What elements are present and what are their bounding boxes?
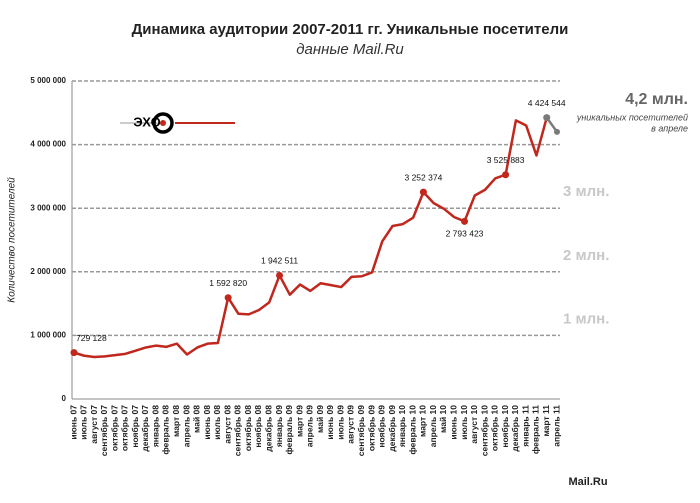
highlight-text: в апреле [651, 123, 688, 133]
x-tick-label: январь 10 [397, 405, 407, 447]
x-tick-label: сентябрь 08 [233, 405, 243, 456]
data-label: 3 252 374 [404, 172, 442, 182]
logo: ЭХО [120, 112, 235, 134]
x-tick-label: август 07 [89, 405, 99, 444]
x-tick-label: февраль 08 [161, 405, 171, 455]
x-tick-label: октябрь 07 [109, 405, 119, 451]
logo-ring [152, 112, 174, 134]
level-label: 2 млн. [563, 247, 609, 264]
data-point [554, 128, 560, 135]
footer: Mail.Ru [568, 476, 607, 488]
x-tick-label: апрель 11 [551, 405, 561, 447]
x-tick-label: ноябрь 08 [253, 405, 263, 448]
data-label: 3 525 883 [487, 155, 525, 165]
y-axis-label: Количество посетителей [7, 177, 18, 303]
x-tick-label: октябрь 09 [366, 405, 376, 451]
x-tick-label: март 08 [171, 405, 181, 437]
x-tick-label: июль 08 [212, 405, 222, 440]
x-tick-label: август 09 [346, 405, 356, 444]
data-point [276, 271, 284, 279]
data-label: 1 942 511 [261, 256, 298, 266]
y-tick-label: 2 000 000 [30, 267, 66, 276]
x-tick-label: декабрь 10 [510, 405, 520, 452]
x-tick-label: февраль 10 [407, 405, 417, 455]
data-point [461, 217, 469, 225]
x-tick-label: март 11 [541, 405, 551, 437]
x-tick-label: июнь 08 [202, 405, 212, 440]
x-tick-label: август 08 [222, 405, 232, 444]
x-tick-label: ноябрь 09 [377, 405, 387, 448]
x-tick-label: июнь 07 [68, 405, 78, 440]
x-tick-label: октябрь 10 [490, 405, 500, 451]
y-tick-label: 1 000 000 [30, 331, 66, 340]
data-point [419, 188, 427, 196]
x-tick-label: октябрь 08 [243, 405, 253, 451]
highlight-text: уникальных посетителей [576, 112, 688, 122]
data-point [543, 114, 551, 122]
data-line [73, 117, 548, 359]
highlight-value: 4,2 млн. [625, 91, 688, 108]
x-tick-label: июнь 09 [325, 405, 335, 440]
data-label: 1 592 820 [209, 278, 247, 288]
data-point [224, 294, 232, 302]
x-tick-label: апрель 10 [428, 405, 438, 447]
x-tick-label: май 08 [192, 405, 202, 433]
x-tick-label: июнь 10 [448, 405, 458, 440]
y-tick-label: 3 000 000 [30, 203, 66, 212]
x-tick-label: август 10 [469, 405, 479, 444]
x-tick-label: июль 07 [79, 405, 89, 440]
logo-text: ЭХО [133, 114, 160, 129]
x-tick-label: март 09 [294, 405, 304, 437]
x-tick-label: февраль 09 [284, 405, 294, 455]
x-tick-label: январь 11 [520, 405, 530, 447]
x-tick-label: сентябрь 07 [99, 405, 109, 456]
x-tick-label: январь 08 [150, 405, 160, 447]
y-tick-label: 0 [62, 394, 67, 403]
chart-title: Динамика аудитории 2007-2011 гг. Уникаль… [132, 21, 569, 38]
x-tick-label: июль 10 [459, 405, 469, 440]
level-label: 3 млн. [563, 183, 609, 200]
x-tick-label: март 10 [418, 405, 428, 437]
x-tick-label: июль 09 [335, 405, 345, 440]
y-tick-label: 4 000 000 [30, 140, 66, 149]
x-tick-label: январь 09 [274, 405, 284, 447]
logo-dot [160, 120, 166, 126]
x-tick-label: май 09 [315, 405, 325, 433]
level-label: 1 млн. [563, 310, 609, 327]
x-tick-label: апрель 09 [305, 405, 315, 447]
x-tick-label: ноябрь 07 [130, 405, 140, 448]
x-tick-label: май 10 [438, 405, 448, 433]
data-point [70, 349, 78, 357]
y-tick-label: 5 000 000 [30, 76, 66, 85]
chart-subtitle: данные Mail.Ru [296, 41, 404, 58]
x-tick-label: сентябрь 10 [479, 405, 489, 456]
x-tick-label: октябрь 07 [120, 405, 130, 451]
x-tick-label: декабрь 09 [387, 405, 397, 452]
x-tick-label: февраль 11 [531, 405, 541, 454]
x-tick-label: сентябрь 09 [356, 405, 366, 456]
x-tick-label: декабрь 08 [264, 405, 274, 452]
x-tick-label: апрель 08 [181, 405, 191, 447]
data-point [502, 171, 510, 179]
x-tick-label: ноябрь 10 [500, 405, 510, 448]
x-tick-label: декабрь 07 [140, 405, 150, 452]
data-label: 4 424 544 [528, 98, 566, 108]
data-label: 2 793 423 [446, 229, 484, 239]
data-label: 729 128 [76, 333, 107, 343]
